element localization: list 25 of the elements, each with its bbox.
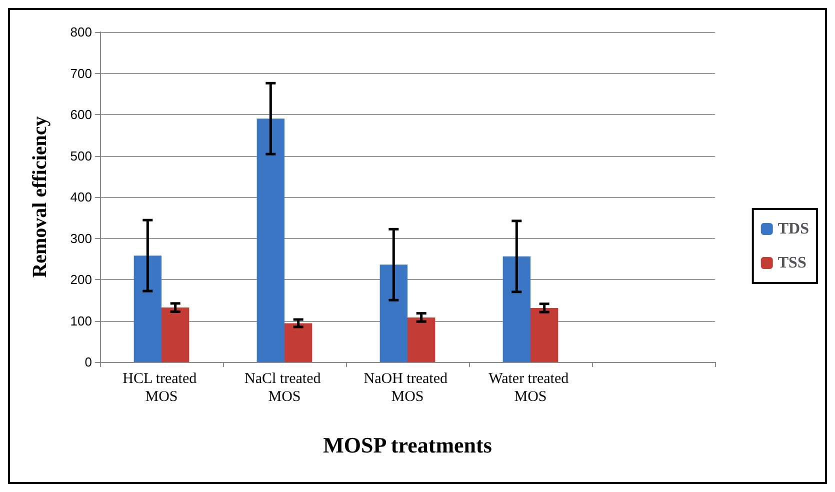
bar bbox=[502, 256, 530, 362]
y-tick-label: 700 bbox=[70, 66, 92, 81]
bar bbox=[162, 308, 190, 362]
y-axis-title: Removal efficiency bbox=[29, 116, 51, 278]
legend-label: TSS bbox=[778, 254, 806, 272]
bar bbox=[134, 256, 162, 362]
y-tick-label: 200 bbox=[70, 272, 92, 287]
y-tick-label: 100 bbox=[70, 313, 92, 328]
bar bbox=[530, 308, 558, 362]
y-tick-label: 0 bbox=[84, 354, 92, 370]
x-axis-title: MOSP treatments bbox=[323, 432, 492, 458]
y-tick-label: 400 bbox=[70, 190, 92, 204]
x-tick-label: HCL treated MOS bbox=[122, 371, 200, 405]
x-tick-label: NaOH treated MOS bbox=[364, 371, 452, 405]
bar bbox=[380, 264, 408, 362]
bar bbox=[256, 118, 284, 362]
x-tick-label: NaCl treated MOS bbox=[244, 371, 324, 405]
bar bbox=[408, 317, 436, 362]
y-tick-label: 600 bbox=[70, 107, 92, 122]
y-tick-label: 500 bbox=[70, 148, 92, 164]
y-tick-label: 800 bbox=[70, 24, 92, 40]
bar bbox=[284, 323, 312, 362]
x-tick-label: Water treated MOS bbox=[488, 371, 572, 405]
legend-label: TDS bbox=[778, 220, 810, 238]
y-tick-label: 300 bbox=[70, 230, 92, 246]
